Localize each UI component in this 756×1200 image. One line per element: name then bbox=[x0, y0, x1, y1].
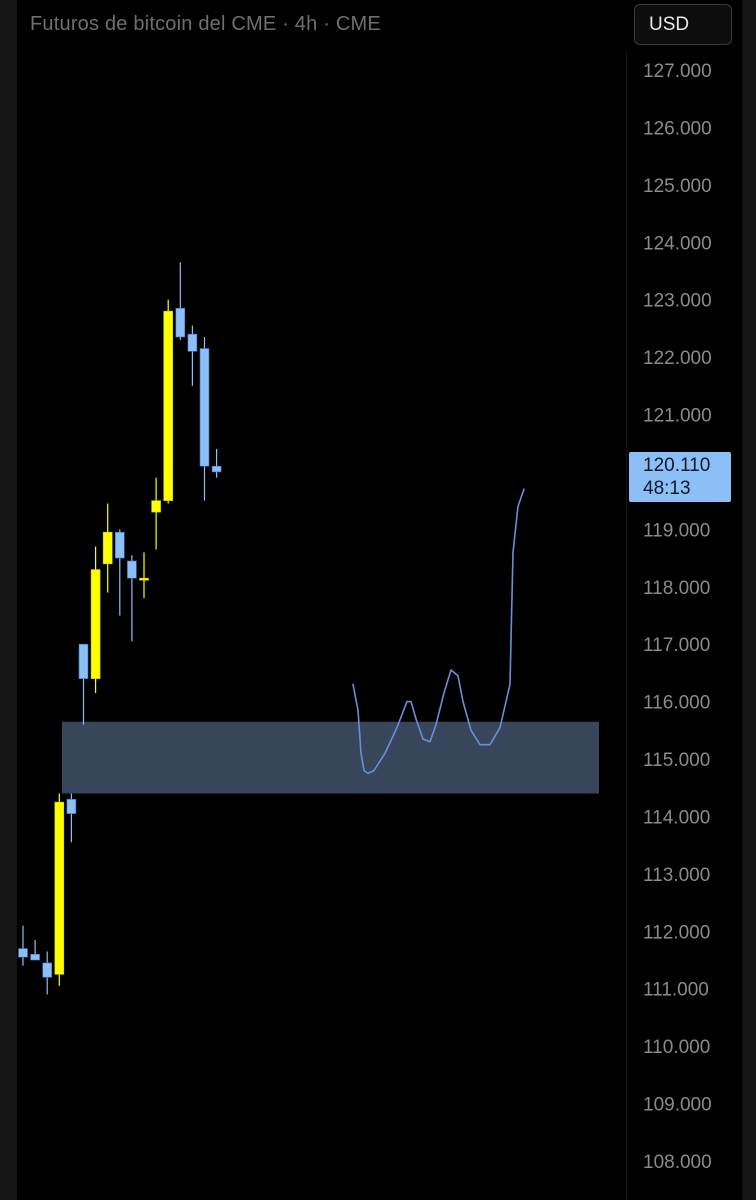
candle-body-down bbox=[199, 348, 210, 467]
price-axis[interactable] bbox=[626, 50, 743, 1200]
price-tick-label: 126.000 bbox=[643, 118, 712, 139]
price-tick-label: 111.000 bbox=[643, 980, 709, 1001]
currency-button[interactable]: USD bbox=[634, 4, 732, 45]
candle-body-down bbox=[175, 307, 186, 338]
candle-body-down bbox=[127, 560, 137, 579]
price-tick-label: 114.000 bbox=[643, 807, 710, 828]
right-frame-edge bbox=[742, 0, 756, 1200]
drawn-projection-path bbox=[352, 488, 525, 775]
chart-title: Futuros de bitcoin del CME · 4h · CME bbox=[30, 13, 381, 35]
price-tick-label: 117.000 bbox=[643, 635, 710, 656]
candle-body-up bbox=[139, 577, 149, 581]
candle-body-up bbox=[151, 500, 161, 513]
last-price-badge: 120.110 48:13 bbox=[629, 452, 731, 502]
price-tick-label: 118.000 bbox=[643, 578, 710, 599]
price-tick-label: 119.000 bbox=[643, 520, 710, 541]
candle-body-down bbox=[115, 531, 125, 559]
left-frame-edge bbox=[0, 0, 17, 1200]
candle-body-up bbox=[54, 801, 65, 975]
price-tick-label: 124.000 bbox=[643, 233, 712, 254]
price-tick-label: 112.000 bbox=[643, 922, 710, 943]
candle-body-down bbox=[211, 465, 222, 473]
candle-body-up bbox=[102, 531, 113, 565]
candle-body-down bbox=[66, 798, 77, 814]
price-tick-label: 115.000 bbox=[643, 750, 710, 771]
price-tick-label: 109.000 bbox=[643, 1095, 712, 1116]
price-tick-label: 125.000 bbox=[643, 176, 712, 197]
candle-body-down bbox=[30, 953, 40, 961]
candle-body-down bbox=[78, 643, 89, 679]
candle-body-up bbox=[90, 569, 101, 679]
support-zone-rectangle bbox=[62, 721, 599, 794]
price-tick-label: 122.000 bbox=[643, 348, 712, 369]
candle-body-down bbox=[187, 333, 198, 352]
last-price-value: 120.110 bbox=[643, 455, 711, 476]
price-tick-label: 121.000 bbox=[643, 406, 712, 427]
price-tick-label: 108.000 bbox=[643, 1152, 712, 1173]
price-tick-label: 123.000 bbox=[643, 291, 712, 312]
bar-countdown: 48:13 bbox=[643, 478, 691, 499]
candle-body-up bbox=[163, 310, 173, 501]
price-tick-label: 110.000 bbox=[643, 1037, 710, 1058]
price-tick-label: 113.000 bbox=[643, 865, 710, 886]
candle-body-down bbox=[42, 962, 53, 978]
price-tick-label: 116.000 bbox=[643, 693, 710, 714]
price-tick-label: 127.000 bbox=[643, 61, 712, 82]
candle-body-down bbox=[18, 948, 28, 958]
